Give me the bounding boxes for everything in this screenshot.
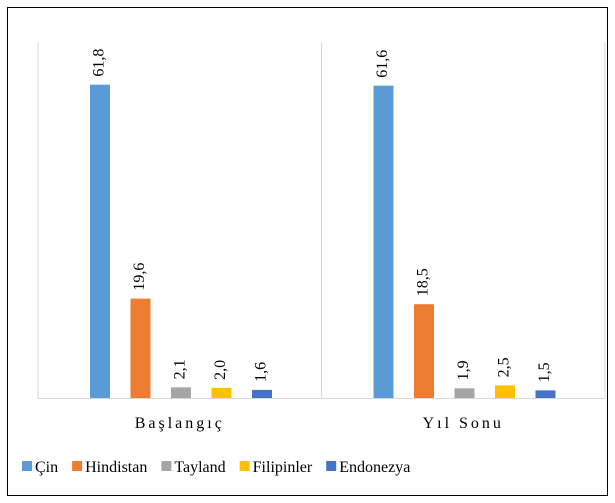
legend-label: Endonezya: [339, 459, 410, 476]
legend-label: Filipinler: [253, 459, 313, 476]
data-label: 61,8: [91, 49, 108, 77]
bar: [171, 387, 191, 398]
bar: [211, 387, 232, 398]
bar: [90, 84, 110, 398]
legend-swatch: [161, 461, 172, 471]
x-tick-label: Yıl Sonu: [423, 415, 504, 432]
legend-swatch: [239, 461, 250, 471]
data-label: 2,1: [172, 359, 189, 379]
data-label: 2,5: [496, 357, 513, 377]
legend-label: Hindistan: [85, 459, 147, 476]
legend-swatch: [326, 461, 337, 471]
data-label: 1,6: [253, 362, 270, 382]
bar: [130, 298, 151, 398]
bar: [495, 385, 515, 398]
data-label: 2,0: [212, 360, 229, 380]
data-label: 1,5: [536, 362, 553, 382]
legend-swatch: [72, 461, 83, 471]
legend-label: Çin: [35, 459, 58, 476]
bar: [252, 389, 272, 398]
bar: [414, 304, 434, 398]
bar: [373, 85, 394, 399]
data-label: 61,6: [374, 50, 391, 78]
bar: [454, 388, 475, 398]
bar: [535, 390, 556, 398]
legend-swatch: [22, 461, 32, 471]
legend-label: Tayland: [174, 459, 225, 476]
data-label: 1,9: [455, 360, 472, 380]
x-tick-label: Başlangıç: [135, 415, 225, 432]
data-label: 18,5: [415, 268, 432, 296]
data-label: 19,6: [131, 263, 148, 291]
